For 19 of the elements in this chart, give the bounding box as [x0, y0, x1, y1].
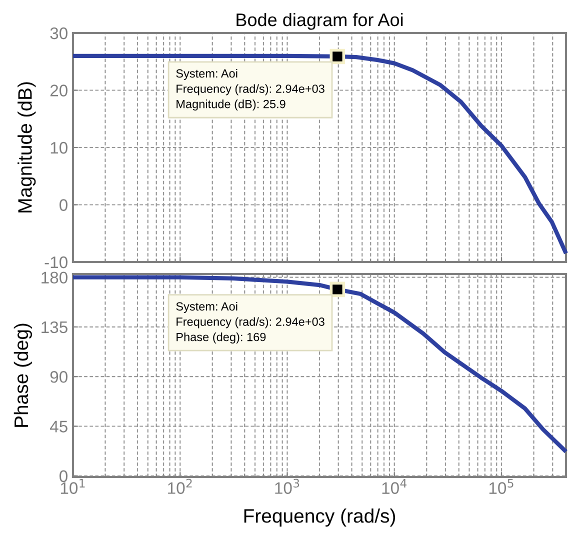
x-axis-title: Frequency (rad/s): [244, 508, 396, 527]
x-tick-label: 10$^{5}$: [489, 478, 514, 494]
y-tick-label: 45: [50, 420, 68, 432]
y-tick-label: -10: [44, 256, 68, 268]
chart-title: Bode diagram for Aoi: [236, 12, 403, 30]
annotation: System: Aoi Frequency (rad/s): 2.94e+03 Phase (deg): 169: [176, 302, 324, 344]
y-tick-label: 180: [42, 272, 68, 284]
y-axis-title: Phase (deg): [14, 324, 32, 427]
x-tick-label: 10$^{2}$: [168, 478, 192, 494]
y-axis-title: Magnitude (dB): [18, 82, 36, 212]
y-tick-label: 10: [50, 142, 68, 154]
x-tick-label: 10$^{3}$: [275, 478, 300, 494]
y-tick-label: 0: [60, 199, 68, 211]
y-tick-label: 20: [50, 84, 68, 96]
y-tick-label: 135: [42, 321, 68, 334]
x-tick-label: 10$^{4}$: [382, 478, 407, 494]
y-tick-label: 90: [50, 371, 68, 383]
y-tick-label: 30: [50, 27, 68, 40]
annotation: System: Aoi Frequency (rad/s): 2.94e+03 Magnitude (dB): 25.9: [176, 68, 324, 111]
